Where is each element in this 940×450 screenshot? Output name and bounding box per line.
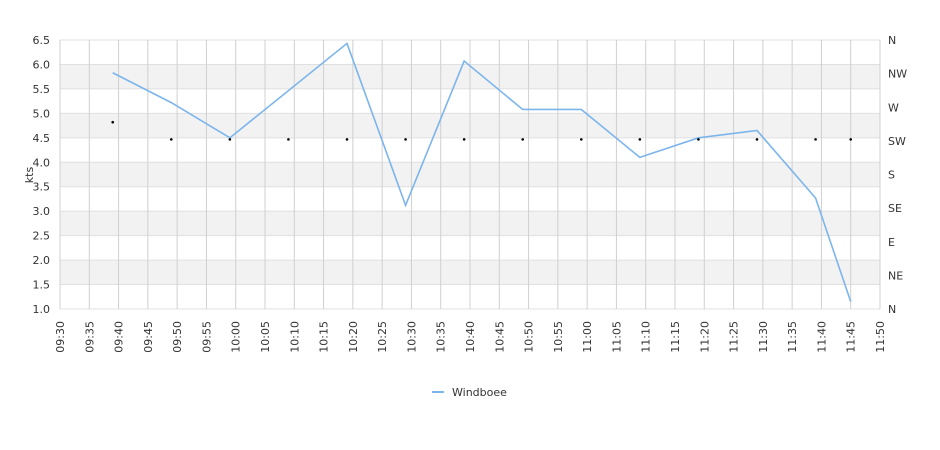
direction-dot [521, 138, 525, 141]
x-tick-label: 10:35 [435, 321, 448, 353]
x-tick-label: 10:40 [464, 321, 477, 353]
y2-tick-label: NW [888, 68, 907, 81]
y-tick-label: 2.5 [33, 230, 51, 243]
y2-tick-label: NE [888, 269, 903, 282]
direction-dot [404, 138, 407, 141]
direction-dot [814, 138, 817, 141]
y2-tick-label: N [888, 303, 896, 316]
y-tick-label: 3.5 [33, 181, 51, 194]
legend-label: Windboee [452, 386, 507, 399]
x-tick-label: 11:00 [581, 321, 594, 353]
x-tick-label: 11:40 [815, 321, 828, 353]
x-tick-label: 09:40 [113, 321, 126, 353]
x-tick-label: 11:15 [669, 321, 682, 353]
x-tick-label: 10:55 [552, 321, 565, 353]
x-tick-label: 11:50 [874, 321, 887, 353]
x-tick-label: 11:10 [640, 321, 653, 353]
y-tick-label: 1.0 [33, 303, 51, 316]
x-tick-label: 10:25 [376, 321, 389, 353]
x-tick-label: 10:15 [318, 321, 331, 353]
x-tick-label: 09:30 [54, 321, 67, 353]
direction-dot [579, 138, 583, 141]
x-tick-label: 10:30 [405, 321, 418, 353]
x-tick-label: 09:55 [200, 321, 213, 353]
y2-tick-label: E [888, 236, 895, 249]
direction-dot [697, 138, 700, 141]
y-tick-label: 5.0 [33, 107, 51, 120]
x-tick-label: 09:45 [142, 321, 155, 353]
x-tick-label: 10:05 [259, 321, 272, 353]
x-tick-label: 11:35 [786, 321, 799, 353]
y2-tick-label: S [888, 169, 895, 182]
x-tick-label: 11:20 [698, 321, 711, 353]
y-tick-label: 3.0 [33, 205, 51, 218]
x-tick-label: 09:50 [171, 321, 184, 353]
y-axis-label: kts [23, 167, 36, 184]
x-tick-label: 10:20 [347, 321, 360, 353]
y-tick-label: 1.5 [33, 279, 51, 292]
x-tick-label: 10:00 [230, 321, 243, 353]
direction-dot [849, 138, 853, 141]
y2-tick-label: W [888, 101, 899, 114]
direction-dot [169, 138, 173, 141]
direction-dot [287, 138, 290, 141]
y2-tick-label: SW [888, 135, 906, 148]
direction-dot [638, 138, 642, 141]
y-tick-label: 6.5 [33, 34, 51, 47]
y2-tick-label: N [888, 34, 896, 47]
series-line [112, 42, 852, 302]
x-tick-label: 10:45 [493, 321, 506, 353]
y-tick-label: 2.0 [33, 254, 51, 267]
y2-tick-label: SE [888, 202, 902, 215]
direction-dot [228, 138, 232, 141]
y-tick-label: 5.5 [33, 83, 51, 96]
x-tick-label: 10:10 [288, 321, 301, 353]
x-tick-label: 11:45 [845, 321, 858, 353]
x-tick-label: 09:35 [83, 321, 96, 353]
y-tick-label: 4.0 [33, 156, 51, 169]
legend-item: Windboee [432, 386, 507, 399]
y-tick-label: 4.5 [33, 132, 51, 145]
x-tick-label: 11:05 [610, 321, 623, 353]
x-tick-label: 11:30 [757, 321, 770, 353]
x-tick-label: 10:50 [523, 321, 536, 353]
direction-dot [755, 138, 759, 141]
direction-dot [462, 138, 466, 141]
y-tick-label: 6.0 [33, 58, 51, 71]
direction-dot [111, 120, 115, 124]
direction-dot [345, 138, 349, 141]
x-tick-label: 11:25 [728, 321, 741, 353]
